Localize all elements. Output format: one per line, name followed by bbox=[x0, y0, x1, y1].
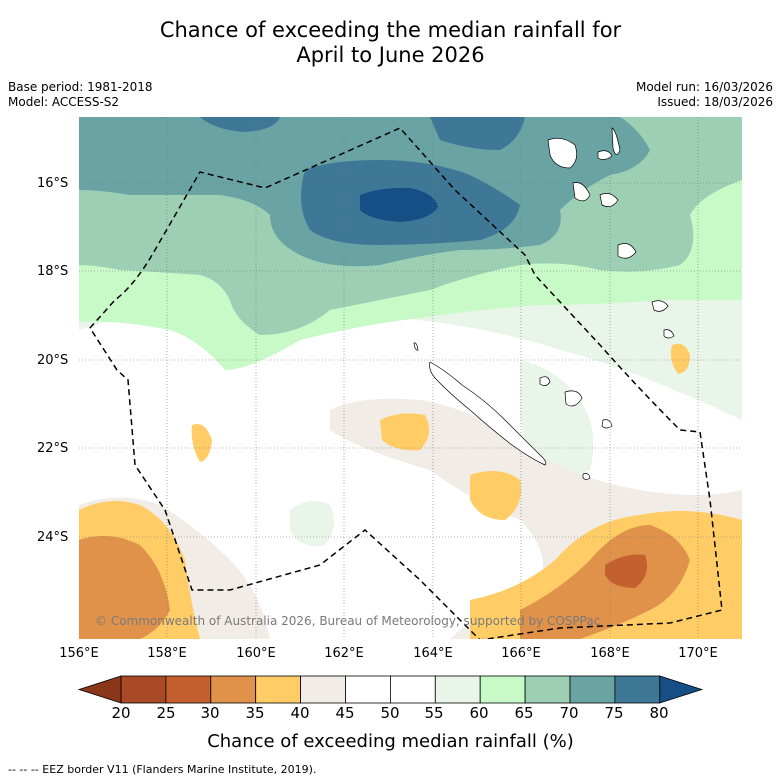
region-55-60-south bbox=[520, 360, 594, 475]
belep-islands bbox=[413, 342, 419, 351]
loyalty-island-1 bbox=[539, 376, 551, 386]
vanuatu-tanna bbox=[651, 300, 669, 312]
vanuatu-espiritu-santo bbox=[547, 138, 577, 169]
lon-label-156e: 156°E bbox=[59, 646, 99, 661]
region-75-80-ne bbox=[430, 117, 525, 150]
title-line-2: April to June 2026 bbox=[296, 43, 485, 67]
colorbar-segment bbox=[569, 675, 616, 704]
vanuatu-ambrym bbox=[597, 150, 613, 160]
colorbar-title: Chance of exceeding median rainfall (%) bbox=[207, 731, 574, 752]
colorbar-segment bbox=[434, 675, 481, 704]
map-field bbox=[79, 117, 742, 639]
issued-text: Issued: 18/03/2026 bbox=[657, 95, 773, 109]
region-35-40-center bbox=[470, 471, 521, 520]
copyright-watermark: © Commonwealth of Australia 2026, Bureau… bbox=[95, 614, 601, 628]
base-period-text: Base period: 1981-2018 bbox=[8, 80, 153, 94]
colorbar-tick: 35 bbox=[245, 704, 265, 722]
model-text: Model: ACCESS-S2 bbox=[8, 95, 120, 109]
lon-label-162e: 162°E bbox=[324, 646, 364, 661]
region-35-40-reef bbox=[380, 413, 429, 451]
colorbar-tick: 50 bbox=[380, 704, 400, 722]
colorbar-tick: 60 bbox=[469, 704, 489, 722]
colorbar-tick: 65 bbox=[514, 704, 534, 722]
colorbar bbox=[77, 675, 704, 704]
vanuatu-malekula bbox=[572, 182, 591, 202]
region-35-40-west bbox=[191, 424, 212, 462]
loyalty-island-2 bbox=[564, 390, 583, 407]
eez-legend-note: -- -- -- EEZ border V11 (Flanders Marine… bbox=[8, 763, 317, 776]
region-above-80 bbox=[360, 187, 438, 222]
colorbar-high-extend bbox=[659, 675, 704, 704]
lat-label-22s: 22°S bbox=[37, 441, 69, 456]
colorbar-tick: 25 bbox=[156, 704, 176, 722]
region-55-60-sw bbox=[290, 501, 334, 546]
colorbar-tick: 45 bbox=[335, 704, 355, 722]
region-25-30-se bbox=[605, 554, 648, 588]
colorbar-segment bbox=[614, 675, 661, 704]
colorbar-tick: 55 bbox=[424, 704, 444, 722]
lon-label-160e: 160°E bbox=[236, 646, 276, 661]
colorbar-segment bbox=[255, 675, 301, 704]
colorbar-segment bbox=[165, 675, 212, 704]
colorbar-segment bbox=[345, 675, 391, 704]
vanuatu-aneityum bbox=[663, 329, 675, 339]
lon-label-166e: 166°E bbox=[501, 646, 541, 661]
region-35-40-east bbox=[670, 343, 690, 374]
colorbar-tick: 40 bbox=[290, 704, 310, 722]
meta-right: Model run: 16/03/2026 Issued: 18/03/2026 bbox=[636, 80, 773, 110]
colorbar-segment bbox=[479, 675, 526, 704]
model-run-text: Model run: 16/03/2026 bbox=[635, 80, 773, 94]
region-30-35-se bbox=[520, 525, 690, 639]
colorbar-tick: 80 bbox=[649, 704, 669, 722]
title-line-1: Chance of exceeding the median rainfall … bbox=[159, 18, 622, 42]
loyalty-island-3 bbox=[601, 419, 613, 429]
lon-label-170e: 170°E bbox=[678, 646, 718, 661]
graticule bbox=[79, 117, 742, 639]
isle-of-pines bbox=[582, 473, 591, 480]
vanuatu-erromango bbox=[617, 243, 637, 259]
new-caledonia-island bbox=[429, 361, 547, 466]
lat-label-20s: 20°S bbox=[37, 353, 69, 368]
colorbar-tick: 70 bbox=[559, 704, 579, 722]
colorbar-tick: 30 bbox=[200, 704, 220, 722]
eez-border bbox=[89, 127, 723, 639]
colorbar-segment bbox=[524, 675, 571, 704]
colorbar-tick: 75 bbox=[604, 704, 624, 722]
vanuatu-efate bbox=[599, 193, 619, 207]
vanuatu-pentecost bbox=[611, 127, 621, 155]
colorbar-segment bbox=[210, 675, 257, 704]
region-75-80-north bbox=[200, 117, 280, 132]
colorbar-segment bbox=[300, 675, 346, 704]
colorbar-tick: 20 bbox=[111, 704, 131, 722]
map-title: Chance of exceeding the median rainfall … bbox=[0, 18, 781, 68]
lon-label-164e: 164°E bbox=[413, 646, 453, 661]
colorbar-segment bbox=[389, 675, 436, 704]
lon-label-168e: 168°E bbox=[590, 646, 630, 661]
colorbar-low-extend bbox=[77, 675, 122, 704]
lat-label-24s: 24°S bbox=[37, 530, 69, 545]
lon-label-158e: 158°E bbox=[147, 646, 187, 661]
lat-label-18s: 18°S bbox=[37, 264, 69, 279]
meta-left: Base period: 1981-2018 Model: ACCESS-S2 bbox=[8, 80, 153, 110]
colorbar-segment bbox=[120, 675, 167, 704]
region-30-35-sw bbox=[79, 536, 170, 639]
lat-label-16s: 16°S bbox=[37, 176, 69, 191]
